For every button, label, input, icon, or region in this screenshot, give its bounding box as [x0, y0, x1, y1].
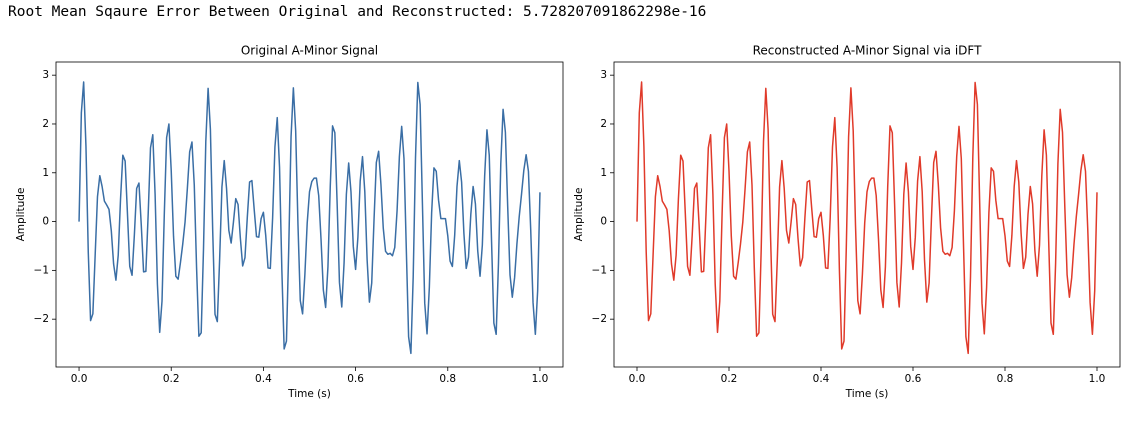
signal-line — [636, 81, 1098, 355]
x-axis-label: Time (s) — [845, 388, 889, 400]
x-tick-label: 0.0 — [629, 373, 646, 385]
signal-line — [78, 81, 541, 355]
y-tick-label: −2 — [592, 313, 607, 325]
y-tick-label: 0 — [600, 216, 607, 228]
y-tick-label: −1 — [592, 264, 607, 276]
y-tick-label: 0 — [42, 216, 49, 228]
y-tick-label: 2 — [42, 118, 49, 130]
y-tick-label: 1 — [42, 167, 49, 179]
y-axis-label: Amplitude — [573, 188, 585, 242]
x-tick-label: 0.8 — [997, 373, 1014, 385]
x-tick-label: 0.6 — [905, 373, 922, 385]
x-tick-label: 1.0 — [532, 373, 549, 385]
output-text: Root Mean Sqaure Error Between Original … — [8, 4, 707, 20]
y-tick-label: 3 — [42, 69, 49, 81]
chart-title: Reconstructed A-Minor Signal via iDFT — [753, 44, 983, 58]
x-tick-label: 0.2 — [163, 373, 180, 385]
y-axis-label: Amplitude — [15, 188, 27, 242]
x-tick-label: 0.4 — [813, 373, 830, 385]
chart-title: Original A-Minor Signal — [241, 44, 378, 58]
x-tick-label: 0.4 — [255, 373, 272, 385]
y-tick-label: −2 — [34, 313, 49, 325]
y-tick-label: 3 — [600, 69, 607, 81]
x-tick-label: 1.0 — [1089, 373, 1106, 385]
x-tick-label: 0.8 — [439, 373, 456, 385]
axes-frame — [613, 61, 1121, 368]
y-tick-label: 2 — [600, 118, 607, 130]
x-tick-label: 0.6 — [347, 373, 364, 385]
y-tick-label: −1 — [34, 264, 49, 276]
y-tick-label: 1 — [600, 167, 607, 179]
x-tick-label: 0.2 — [721, 373, 738, 385]
axes-frame — [55, 61, 564, 368]
x-tick-label: 0.0 — [71, 373, 88, 385]
x-axis-label: Time (s) — [287, 388, 331, 400]
